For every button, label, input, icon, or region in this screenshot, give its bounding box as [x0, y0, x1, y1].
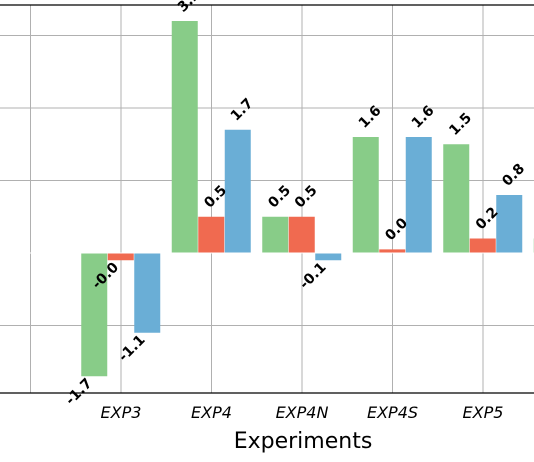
bar-exp3-series-2 — [107, 253, 134, 261]
bar-exp4n-series-2 — [288, 216, 315, 253]
x-tick-label-exp4s: EXP4S — [367, 403, 418, 422]
x-tick-label-exp4n: EXP4N — [276, 403, 329, 422]
data-label: 1.7 — [228, 95, 257, 124]
bars — [0, 21, 534, 377]
bar-exp4s-series-3 — [405, 137, 432, 253]
bar-exp4-series-3 — [224, 129, 251, 253]
bar-exp4n-series-3 — [315, 253, 342, 261]
bar-exp5-series-2 — [469, 238, 496, 253]
data-label: 0.5 — [292, 182, 321, 211]
x-tick-label-exp5: EXP5 — [463, 403, 504, 422]
bar-exp4s-series-1 — [352, 137, 379, 253]
x-tick-label-exp3: EXP3 — [101, 403, 142, 422]
data-label: 1.6 — [409, 103, 438, 132]
data-label: 0.8 — [499, 161, 528, 190]
x-tick-label-exp4: EXP4 — [191, 403, 232, 422]
data-label: -1.7 — [63, 376, 96, 409]
bar-exp5-series-3 — [496, 195, 523, 253]
bar-exp4s-series-2 — [379, 249, 406, 253]
data-label: 3.2 — [175, 0, 204, 16]
bar-exp4n-series-1 — [262, 216, 289, 253]
data-label: 1.6 — [356, 103, 385, 132]
bar-exp3-series-3 — [134, 253, 161, 333]
x-tick-labels: EXP3EXP4EXP4NEXP4SEXP5EXP5N — [101, 403, 504, 422]
x-axis-title: Experiments — [234, 429, 373, 454]
bar-exp5-series-1 — [443, 144, 470, 253]
bar-exp3-series-1 — [81, 253, 108, 377]
data-label: 0.5 — [265, 182, 294, 211]
bar-exp4-series-1 — [171, 21, 198, 253]
data-label: 1.5 — [446, 110, 475, 139]
bar-exp4-series-2 — [198, 216, 225, 253]
